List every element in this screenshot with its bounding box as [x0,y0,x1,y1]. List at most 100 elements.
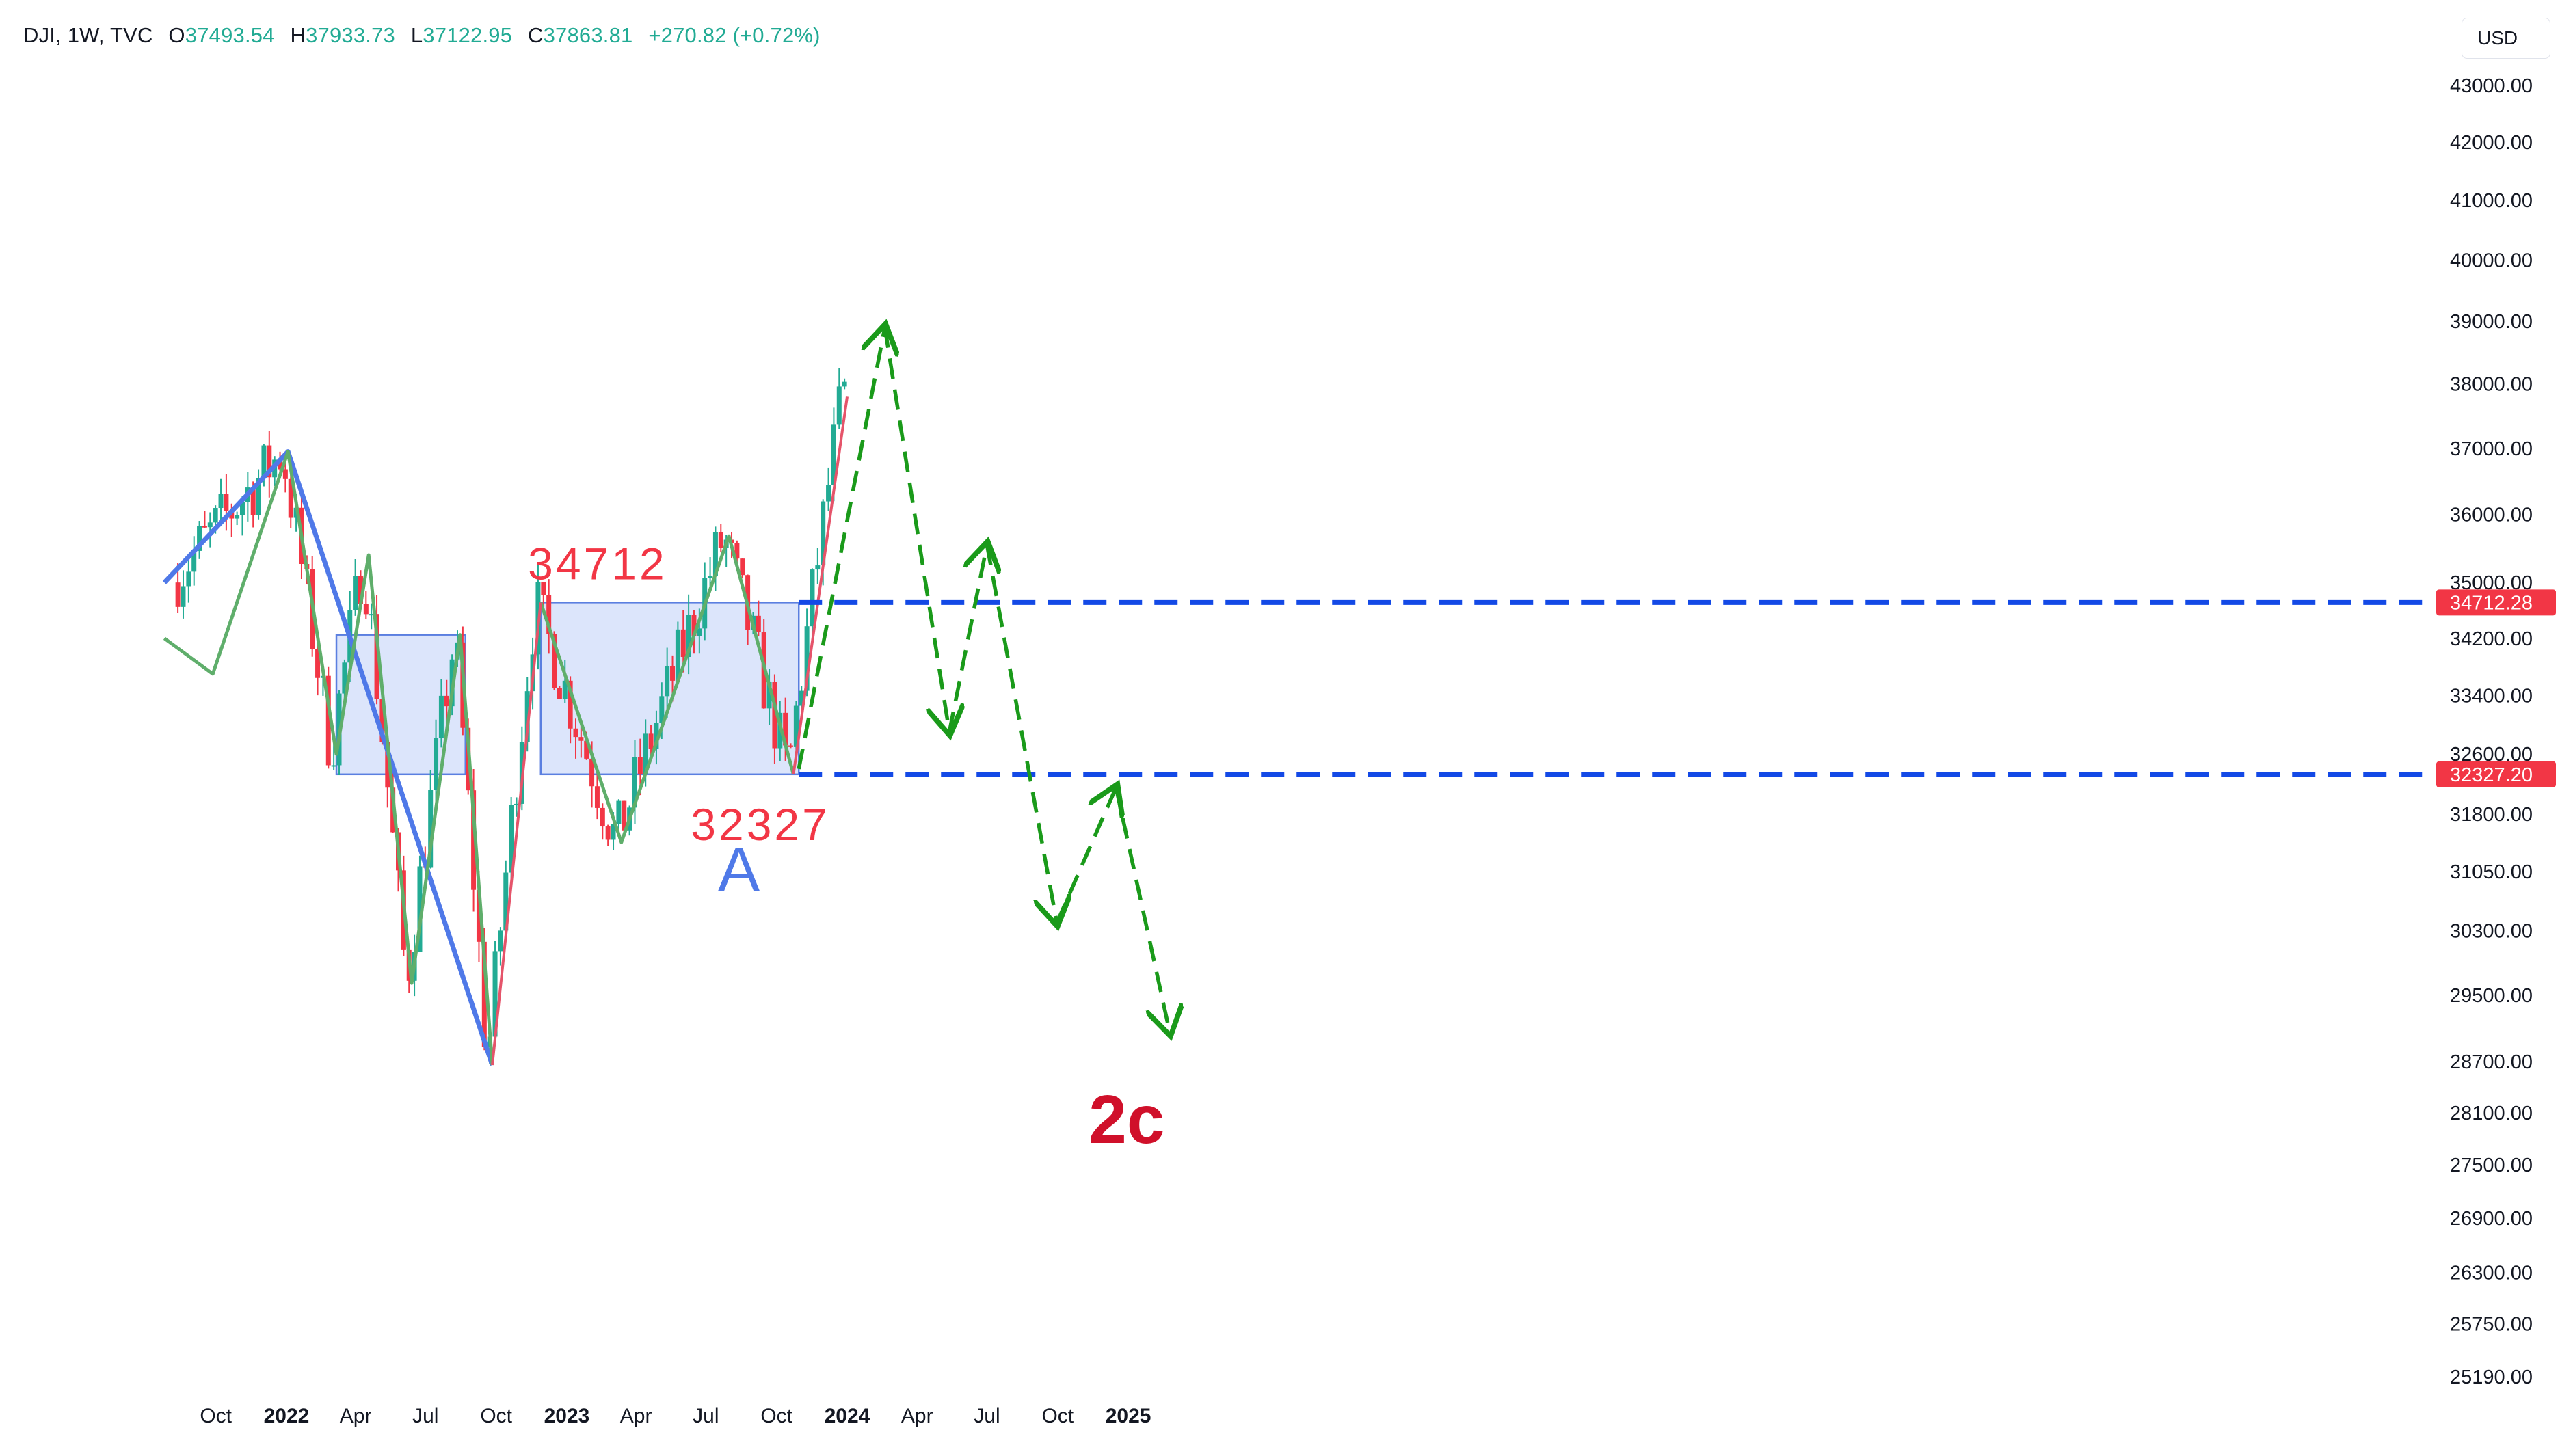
projection-arrow [797,327,885,770]
candle-body [654,723,659,749]
candle-body [826,485,831,502]
range-boxes [335,602,800,776]
candles [175,368,847,1064]
price-tick-label: 39000.00 [2450,311,2533,333]
candle-body [788,745,794,747]
candle-body [256,478,261,515]
time-tick-label: Oct [200,1405,232,1427]
candle-body [342,662,347,694]
candle-body [524,691,530,742]
candle-body [680,629,686,658]
price-tick-label: 40000.00 [2450,250,2533,271]
candle-body [325,675,331,766]
candle-body [546,595,552,634]
candle-body [218,494,224,509]
candle-body [197,526,202,551]
price-tick-label: 30300.00 [2450,921,2533,943]
candle-body [315,649,321,678]
price-tag-label: 32327.20 [2450,764,2533,786]
projection-arrow [1114,787,1170,1032]
price-tick-label: 26300.00 [2450,1263,2533,1284]
time-tick-label: 2022 [264,1405,310,1427]
candle-body [385,742,390,788]
close-value: 37863.81 [543,23,633,47]
price-tag-box [2436,761,2556,787]
candle-body [836,386,842,425]
candle-body [191,550,197,572]
candle-body [600,807,605,827]
candle-body [181,586,186,607]
candle-body [648,733,654,749]
projection-arrow [985,544,1056,923]
low-label: L [410,23,423,47]
red-leg-line [491,602,542,1066]
projection-arrow [883,327,949,732]
time-tick-label: Oct [760,1405,792,1427]
time-tick-label: Apr [620,1405,652,1427]
level-label-high: 34712 [528,538,667,589]
candle-body [278,459,283,470]
candle-body [235,515,240,519]
candle-body [810,569,815,627]
candle-body [675,629,680,681]
candle-body [793,705,799,747]
price-tick-label: 31050.00 [2450,861,2533,883]
price-tag-box [2436,589,2556,616]
price-tick-label: 28100.00 [2450,1103,2533,1124]
candle-body [239,502,245,515]
candle-body [250,487,256,515]
price-tick-label: 41000.00 [2450,190,2533,212]
price-tick-label: 25750.00 [2450,1313,2533,1335]
candle-body [369,614,374,616]
change-value: +270.82 (+0.72%) [648,23,821,47]
candle-body [438,695,444,739]
price-tick-label: 42000.00 [2450,132,2533,154]
price-tick-label: 31800.00 [2450,804,2533,826]
time-tick-label: Apr [340,1405,372,1427]
time-tick-label: 2023 [544,1405,590,1427]
candle-body [476,889,481,942]
symbol-label[interactable]: DJI, 1W, TVC [23,23,153,47]
candle-body [584,740,589,759]
candle-body [637,757,643,774]
candle-body [186,571,191,587]
candle-body [434,738,439,790]
candle-body [686,615,691,658]
candle-body [712,532,718,576]
green-zigzag-line [163,450,494,1066]
candle-body [514,803,519,805]
candle-body [562,680,568,699]
candle-body [611,824,616,840]
projection-arrow [1055,787,1116,924]
level-label-low: 32327 [691,799,830,850]
price-tag-label: 34712.28 [2450,592,2533,614]
candle-body [821,501,826,566]
wave-label-2c: 2c [1089,1081,1164,1158]
price-tick-label: 34200.00 [2450,628,2533,650]
candle-body [444,695,449,707]
wave-label-a: A [718,835,760,905]
candle-body [261,445,267,478]
green-zigzag-line [539,534,795,844]
candle-body [557,688,562,699]
candle-body [503,872,509,931]
candle-body [552,634,557,688]
trend-lines [162,396,849,1066]
candle-body [358,576,363,604]
candle-body [804,626,810,691]
time-tick-label: Jul [693,1405,719,1427]
time-tick-label: Oct [480,1405,512,1427]
time-tick-label: Jul [412,1405,438,1427]
candle-body [207,522,213,528]
currency-selector[interactable]: USD [2462,18,2550,59]
candle-body [331,765,336,767]
high-value: 37933.73 [306,23,395,47]
candle-body [573,728,578,738]
candle-body [842,381,847,387]
candle-body [740,558,745,576]
candle-body [202,526,207,528]
candle-body [481,941,487,1047]
